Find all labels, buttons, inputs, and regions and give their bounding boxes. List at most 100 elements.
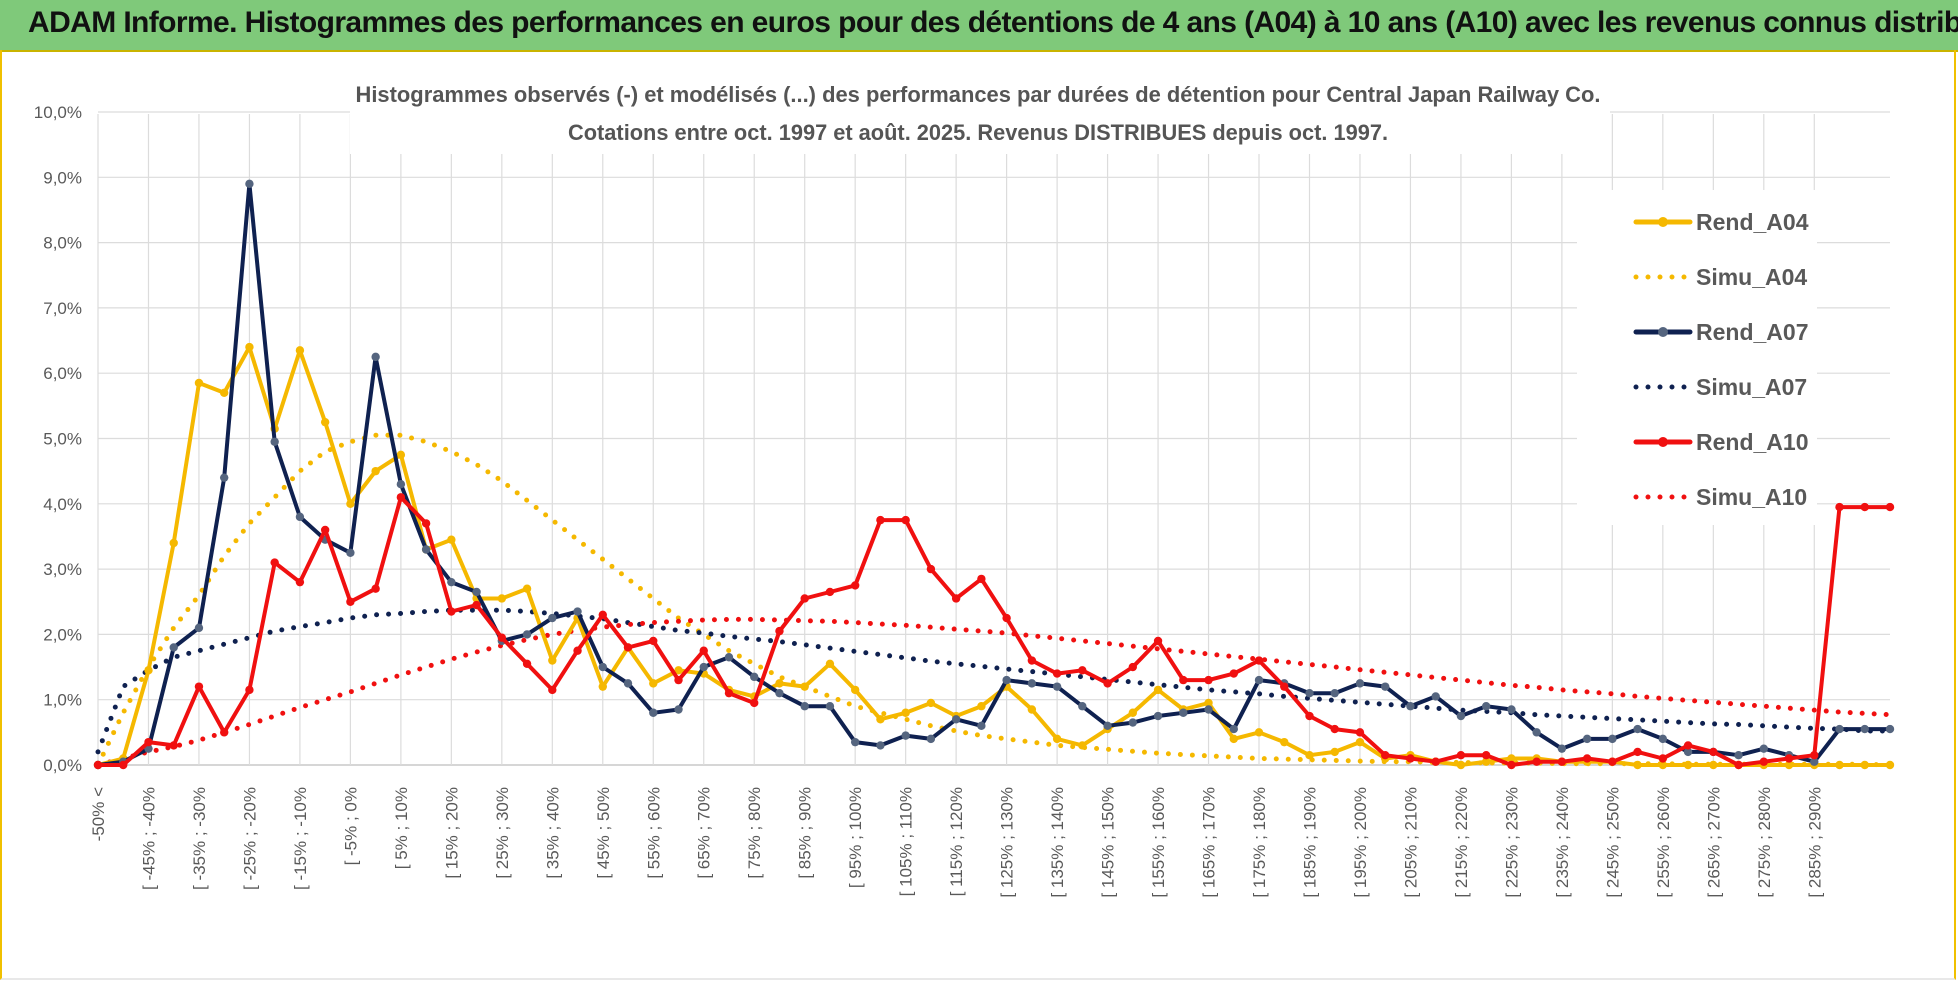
data-point-rend_a10 (926, 564, 936, 574)
data-point-rend_a04 (674, 666, 683, 675)
data-point-rend_a04 (245, 342, 254, 352)
data-point-rend_a04 (825, 659, 835, 668)
x-axis-ticks: -50% < [ -45% ; -40% [ -35% ; -30% [ -25% ;… (89, 787, 1824, 898)
data-point-rend_a04 (219, 388, 229, 397)
data-point-rend_a04 (1229, 734, 1238, 744)
data-point-rend_a07 (1128, 718, 1138, 727)
x-tick-label: [ 275% ; 280% (1755, 787, 1774, 898)
x-tick-label: [ 35% ; 40% (543, 787, 562, 879)
data-point-rend_a04 (1355, 737, 1365, 747)
x-tick-label: [ 105% ; 110% (897, 787, 916, 896)
y-tick-label: 8,0% (43, 234, 82, 253)
data-point-rend_a04 (649, 679, 658, 688)
data-point-rend_a10 (93, 760, 103, 770)
data-point-rend_a10 (1355, 728, 1365, 737)
data-point-rend_a04 (775, 679, 784, 688)
data-point-rend_a04 (1683, 760, 1693, 770)
data-point-rend_a10 (1658, 754, 1668, 763)
series-line-simu_a10 (95, 616, 1893, 768)
data-point-rend_a10 (1128, 662, 1138, 672)
x-tick-label: [ 15% ; 20% (442, 787, 461, 879)
data-point-rend_a10 (522, 659, 532, 668)
data-point-rend_a04 (1254, 728, 1264, 737)
data-point-rend_a10 (1381, 751, 1390, 760)
data-point-rend_a10 (1683, 741, 1693, 750)
data-point-rend_a10 (1507, 760, 1516, 770)
data-point-rend_a07 (699, 662, 708, 672)
data-point-rend_a10 (1734, 760, 1743, 770)
data-point-rend_a07 (1683, 747, 1693, 757)
series-lines (93, 179, 1895, 770)
data-point-rend_a04 (1027, 705, 1037, 714)
data-point-rend_a04 (1456, 760, 1466, 770)
y-tick-label: 7,0% (43, 299, 82, 318)
data-point-rend_a04 (1280, 737, 1289, 747)
data-point-rend_a10 (169, 741, 178, 750)
data-point-rend_a07 (1734, 751, 1743, 760)
data-point-rend_a04 (320, 417, 330, 427)
data-point-rend_a04 (1153, 685, 1163, 695)
legend: Rend_A04 Simu_A04 Rend_A07 Simu_A07 Rend_A10… (1633, 209, 1809, 510)
data-point-rend_a10 (270, 558, 279, 567)
data-point-rend_a04 (548, 656, 557, 665)
report-banner: ADAM Informe. Histogrammes des performan… (0, 0, 1958, 52)
x-tick-label: [ 235% ; 240% (1553, 787, 1572, 898)
data-point-rend_a10 (1860, 502, 1869, 512)
data-point-rend_a10 (144, 737, 153, 747)
data-point-rend_a10 (850, 581, 860, 590)
data-point-rend_a07 (245, 179, 254, 189)
y-tick-label: 4,0% (43, 495, 82, 514)
y-tick-label: 9,0% (43, 168, 82, 187)
chart-title: Histogrammes observés (-) et modélisés (… (356, 82, 1601, 107)
x-tick-label: -50% < (89, 787, 108, 841)
data-point-rend_a07 (926, 734, 936, 744)
series-line-rend_a10 (96, 495, 1892, 767)
data-point-rend_a10 (295, 577, 305, 587)
data-point-rend_a07 (447, 577, 456, 587)
data-point-rend_a07 (1810, 757, 1819, 766)
data-point-rend_a07 (1885, 724, 1895, 734)
data-point-rend_a10 (194, 682, 204, 691)
data-point-rend_a04 (522, 584, 532, 593)
data-point-rend_a10 (1608, 757, 1617, 766)
data-point-rend_a10 (598, 610, 607, 620)
data-point-rend_a04 (598, 682, 607, 691)
x-tick-label: [ 155% ; 160% (1149, 787, 1168, 898)
data-point-rend_a10 (472, 600, 481, 610)
data-point-rend_a04 (1784, 760, 1794, 770)
data-point-rend_a10 (1229, 669, 1238, 678)
data-point-rend_a07 (1179, 708, 1188, 717)
data-point-rend_a07 (1431, 692, 1440, 701)
data-point-rend_a10 (1784, 754, 1794, 763)
data-point-rend_a10 (1103, 679, 1112, 688)
data-point-rend_a10 (371, 584, 380, 593)
data-point-rend_a04 (1481, 757, 1491, 766)
x-tick-label: [ 125% ; 130% (998, 787, 1017, 898)
data-point-rend_a07 (1507, 705, 1516, 714)
legend-marker (1658, 327, 1668, 337)
data-point-rend_a07 (1582, 734, 1592, 744)
data-point-rend_a07 (1355, 679, 1365, 688)
data-point-rend_a10 (1204, 675, 1213, 685)
data-point-rend_a07 (1835, 724, 1844, 734)
data-point-rend_a10 (119, 760, 128, 770)
data-point-rend_a10 (1002, 613, 1011, 623)
data-point-rend_a04 (876, 715, 885, 724)
data-point-rend_a10 (1810, 751, 1819, 760)
x-tick-label: [ 175% ; 180% (1250, 787, 1269, 898)
data-point-rend_a04 (194, 378, 204, 388)
data-point-rend_a07 (800, 702, 809, 711)
legend-label: Rend_A04 (1696, 209, 1809, 235)
data-point-rend_a04 (144, 666, 153, 675)
legend-marker (1658, 437, 1668, 447)
data-point-rend_a07 (169, 643, 178, 652)
data-point-rend_a04 (800, 682, 809, 691)
data-point-rend_a07 (598, 662, 607, 672)
data-point-rend_a10 (219, 728, 229, 737)
data-point-rend_a07 (1759, 744, 1769, 753)
data-point-rend_a07 (1633, 724, 1642, 734)
data-point-rend_a04 (926, 698, 936, 708)
data-point-rend_a04 (901, 708, 910, 717)
data-point-rend_a10 (245, 685, 254, 695)
